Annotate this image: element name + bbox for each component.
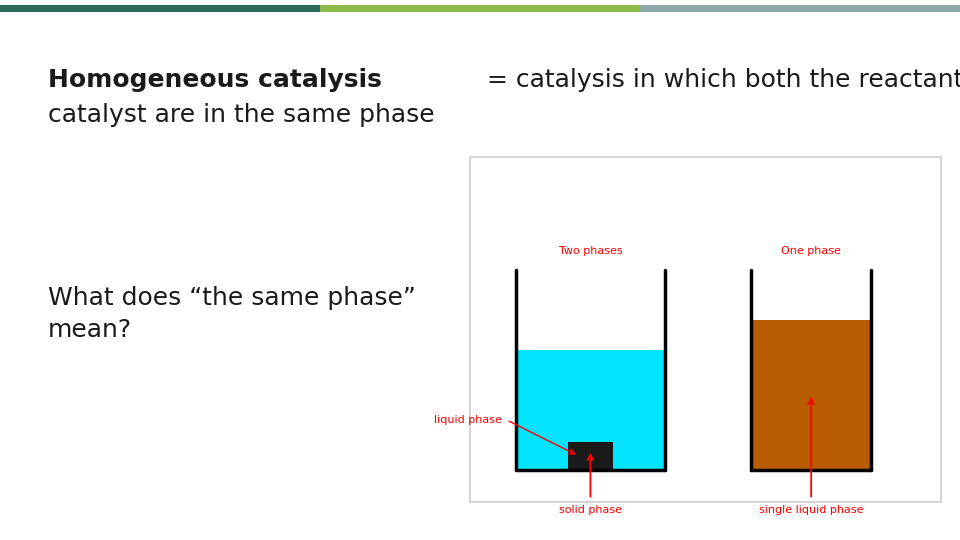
Bar [320, 5, 639, 12]
Text: single liquid phase: single liquid phase [759, 505, 863, 515]
Bar [516, 350, 664, 470]
Bar [470, 157, 941, 502]
Text: One phase: One phase [781, 246, 841, 256]
Bar [639, 5, 960, 12]
Bar [568, 442, 612, 470]
Text: = catalysis in which both the reactants and: = catalysis in which both the reactants … [479, 68, 960, 91]
Bar [0, 5, 320, 12]
Text: Two phases: Two phases [559, 246, 622, 256]
Bar [751, 320, 871, 470]
Text: What does “the same phase”
mean?: What does “the same phase” mean? [48, 286, 416, 342]
Text: Homogeneous catalysis: Homogeneous catalysis [48, 68, 382, 91]
Text: liquid phase: liquid phase [434, 415, 501, 425]
Text: catalyst are in the same phase: catalyst are in the same phase [48, 103, 435, 127]
Text: solid phase: solid phase [559, 505, 622, 515]
